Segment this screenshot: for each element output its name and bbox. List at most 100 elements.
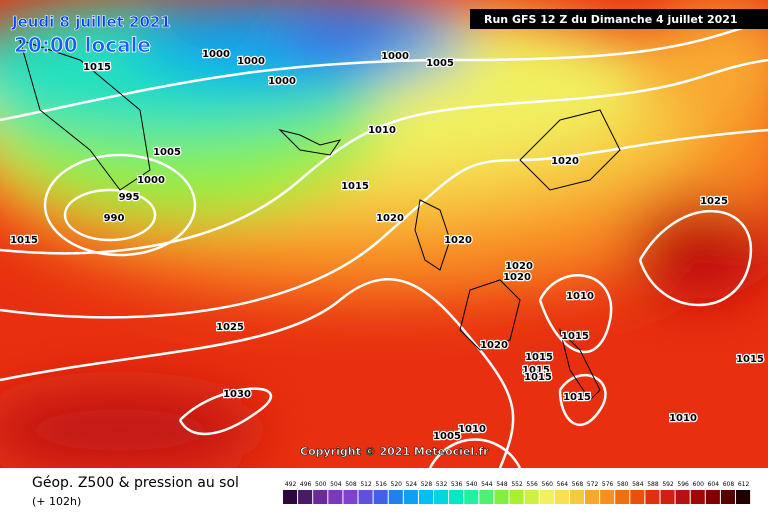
legend-swatch [524,490,539,504]
isobar-label: 1030 [223,389,251,400]
legend-value: 528 [421,481,433,488]
legend-swatch [464,490,479,504]
legend-value: 600 [693,481,705,488]
legend-value: 516 [375,481,387,488]
isobar-label: 1020 [503,272,531,283]
field [0,0,768,470]
legend-swatch [358,490,373,504]
legend-value: 496 [300,481,312,488]
legend-value: 544 [481,481,493,488]
legend-value: 500 [315,481,327,488]
legend-value: 524 [406,481,418,488]
copyright: Copyright © 2021 Meteociel.fr [300,445,489,458]
legend-swatch [343,490,358,504]
legend-value: 592 [662,481,674,488]
legend-value: 576 [602,481,614,488]
isobar-label: 1010 [368,125,396,136]
legend-value: 520 [391,481,403,488]
legend-swatch [539,490,554,504]
isobar-label: 1015 [524,372,552,383]
legend-swatch [313,490,328,504]
legend-swatch [690,490,705,504]
isobar-label: 1000 [202,49,230,60]
legend-value: 580 [617,481,629,488]
legend-value: 504 [330,481,342,488]
isobar-label: 1020 [480,340,508,351]
legend-value: 568 [572,481,584,488]
isobar-label: 1020 [505,261,533,272]
isobar-label: 1015 [83,62,111,73]
legend-value: 608 [723,481,735,488]
date-label: Jeudi 8 juillet 2021 [11,13,171,31]
isobar-label: 1000 [237,56,265,67]
isobar-label: 1010 [458,424,486,435]
legend-swatch [615,490,630,504]
legend-swatch [403,490,418,504]
legend-title: Géop. Z500 & pression au sol [32,475,239,491]
legend-swatch [479,490,494,504]
isobar-label: 1005 [433,431,461,442]
legend-lead: (+ 102h) [32,495,81,508]
isobar-label: 1015 [563,392,591,403]
legend-swatch [600,490,615,504]
legend-swatch [554,490,569,504]
isobar-label: 1020 [444,235,472,246]
legend-value: 540 [466,481,478,488]
legend-swatch [630,490,645,504]
isobar-label: 995 [119,192,140,203]
run-box [470,9,768,29]
legend-value: 572 [587,481,599,488]
isobar-label: 1020 [551,156,579,167]
legend-value: 596 [677,481,689,488]
legend-swatch [283,490,298,504]
legend-swatch [449,490,464,504]
legend-swatch [434,490,449,504]
isobar-label: 1025 [700,196,728,207]
legend-swatch [418,490,433,504]
isobar-label: 1010 [669,413,697,424]
isobar-label: 1025 [216,322,244,333]
isobar-label: 1000 [268,76,296,87]
isobar-label: 1015 [10,235,38,246]
time-label: 20:00 locale [14,33,151,57]
legend-swatch [494,490,509,504]
isobar-label: 1005 [153,147,181,158]
legend-swatch [660,490,675,504]
isobar-label: 1010 [566,291,594,302]
legend-value: 588 [647,481,659,488]
coastlines [19,39,621,401]
legend-value: 492 [285,481,297,488]
isobar-label: 1005 [426,58,454,69]
legend-swatch [388,490,403,504]
legend-swatch [736,490,751,504]
isobar-label: 1015 [522,365,550,376]
legend-value: 532 [436,481,448,488]
legend-value: 548 [496,481,508,488]
isobar-label: 1020 [376,213,404,224]
legend-value: 556 [526,481,538,488]
legend-value: 612 [738,481,750,488]
legend-value: 604 [708,481,720,488]
run-label: Run GFS 12 Z du Dimanche 4 juillet 2021 [484,13,738,26]
legend-swatch [298,490,313,504]
legend-value: 564 [557,481,569,488]
isobars [0,18,768,469]
legend-swatch [675,490,690,504]
legend-swatch [328,490,343,504]
legend-swatch [373,490,388,504]
isobar-label: 1015 [525,352,553,363]
legend-value: 508 [345,481,357,488]
legend-swatch [509,490,524,504]
legend-swatch [569,490,584,504]
legend-value: 552 [511,481,523,488]
legend-value: 512 [360,481,372,488]
isobar-label: 1015 [341,181,369,192]
legend-swatch [645,490,660,504]
legend-swatch [720,490,735,504]
isobar-label: 1015 [736,354,764,365]
legend-value: 536 [451,481,463,488]
isobar-label: 990 [104,213,125,224]
legend-value: 584 [632,481,644,488]
legend-value: 560 [542,481,554,488]
